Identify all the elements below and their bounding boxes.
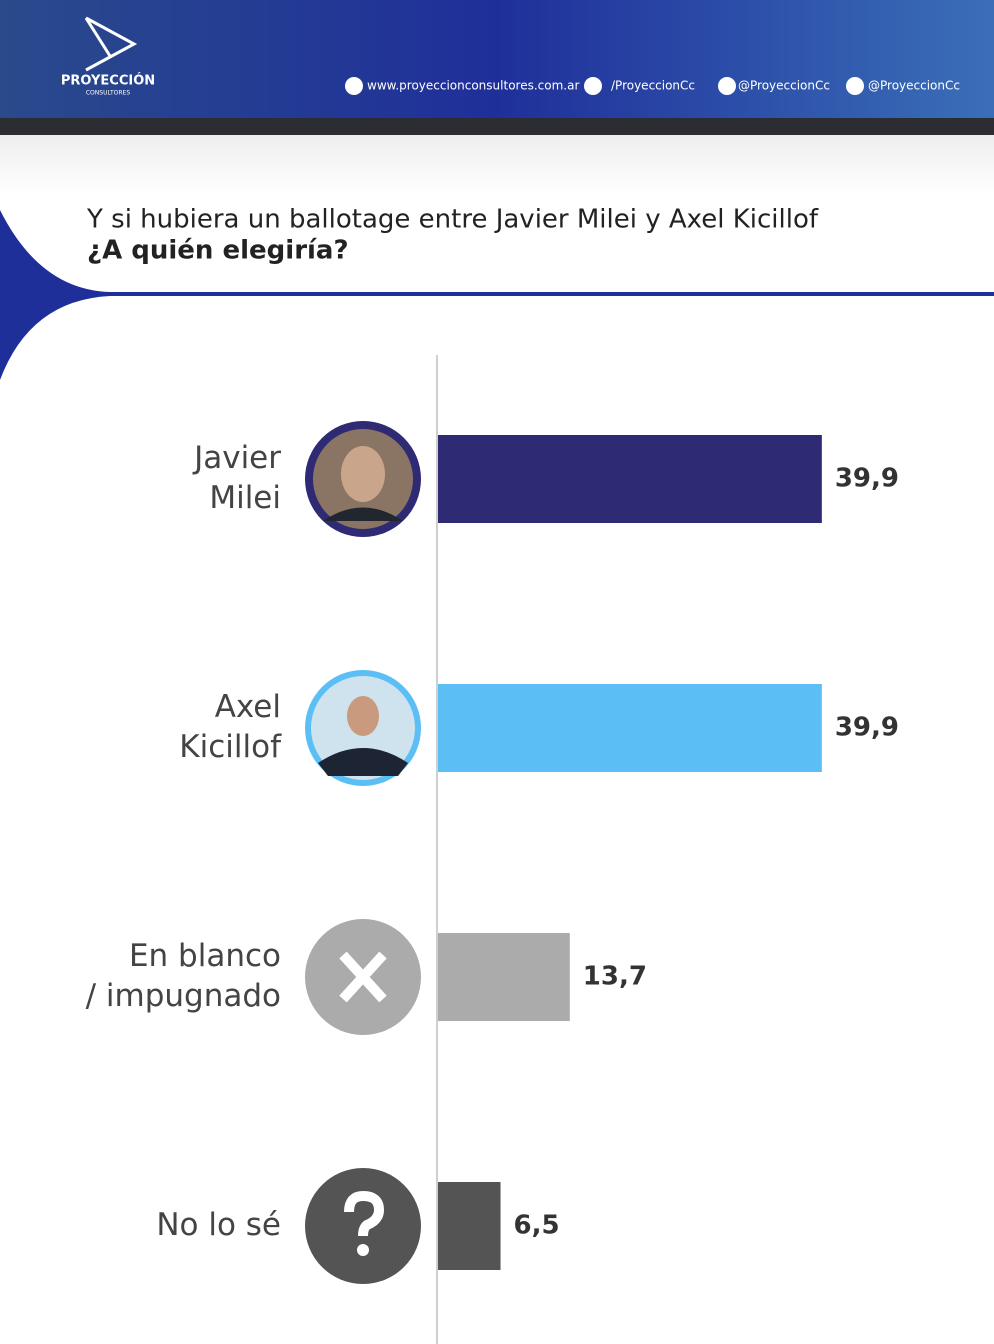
category-label: Axel Kicillof xyxy=(179,689,282,765)
category-label: Javier Milei xyxy=(192,440,281,516)
brand-sub: CONSULTORES xyxy=(86,90,130,97)
value-label: 39,9 xyxy=(835,464,899,494)
header-strip xyxy=(0,118,994,135)
face xyxy=(347,696,379,736)
link[interactable]: @ProyeccionCc xyxy=(868,79,960,93)
question-mark xyxy=(344,1190,385,1237)
category-label: En blanco / impugnado xyxy=(86,938,281,1014)
value-label: 6,5 xyxy=(514,1211,560,1241)
value-label: 13,7 xyxy=(583,962,647,992)
value-label: 39,9 xyxy=(835,713,899,743)
bar xyxy=(438,933,570,1021)
bar xyxy=(438,684,822,772)
logo-mark xyxy=(84,16,138,72)
chart-subtitle: ¿A quién elegiría? xyxy=(87,236,349,266)
brand: PROYECCIÓN xyxy=(61,73,155,89)
header-bg xyxy=(0,0,994,118)
face xyxy=(341,446,385,502)
link[interactable]: @ProyeccionCc xyxy=(738,79,830,93)
decor-curve xyxy=(0,210,994,380)
bar xyxy=(438,1182,501,1270)
link[interactable]: www.proyeccionconsultores.com.ar xyxy=(367,79,579,93)
instagram-icon xyxy=(846,77,864,95)
bar xyxy=(438,435,822,523)
category-label: No lo sé xyxy=(156,1207,281,1243)
link[interactable]: /ProyeccionCc xyxy=(611,79,695,93)
twitter-icon xyxy=(718,77,736,95)
suit xyxy=(323,507,403,521)
facebook-icon xyxy=(584,77,602,95)
shadow xyxy=(0,135,994,195)
chart-title: Y si hubiera un ballotage entre Javier M… xyxy=(86,205,819,235)
question-dot xyxy=(357,1244,369,1256)
suit xyxy=(318,748,408,776)
web-icon xyxy=(345,77,363,95)
x-mark xyxy=(339,951,387,1003)
